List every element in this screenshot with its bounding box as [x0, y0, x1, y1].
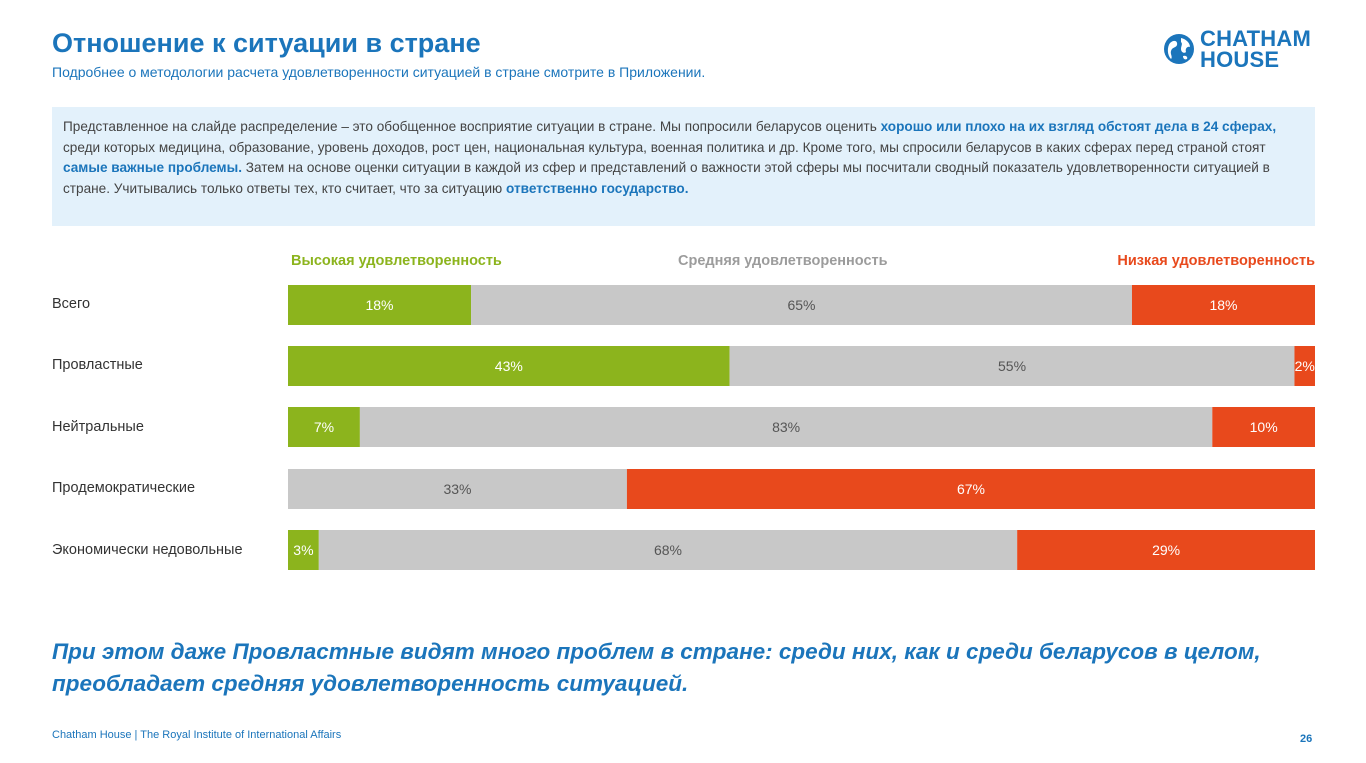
bar-label-low-1: 2% — [1295, 358, 1315, 374]
row-label-prodemocratic: Продемократические — [52, 480, 196, 496]
info-text-2: среди которых медицина, образование, уро… — [63, 139, 1266, 155]
legend-mid: Средняя удовлетворенность — [678, 253, 888, 269]
bar-mid-4 — [318, 530, 1018, 570]
bar-label-low-2: 10% — [1250, 419, 1278, 435]
bar-label-high-0: 18% — [365, 297, 393, 313]
bar-label-high-1: 43% — [495, 358, 523, 374]
info-highlight-3: ответственно государство. — [506, 180, 689, 196]
page-subtitle: Подробнее о методологии расчета удовлетв… — [52, 64, 706, 80]
bar-label-mid-0: 65% — [787, 297, 815, 313]
page-number: 26 — [1300, 733, 1313, 745]
bar-label-mid-2: 83% — [772, 419, 800, 435]
info-text-3: Затем на основе оценки ситуации в каждой… — [63, 160, 1270, 196]
info-text-1: Представленное на слайде распределение –… — [63, 119, 881, 134]
footer-text: Chatham House | The Royal Institute of I… — [52, 729, 342, 741]
row-label-progovernment: Провластные — [52, 357, 143, 373]
row-label-economically-dissatisfied: Экономически недовольные — [52, 542, 243, 558]
bar-low-3 — [626, 469, 1315, 509]
bar-mid-2 — [359, 407, 1213, 447]
bar-low-1 — [1294, 346, 1315, 386]
bar-low-0 — [1131, 285, 1315, 325]
info-highlight-1: хорошо или плохо на их взгляд обстоят де… — [880, 119, 1277, 134]
bar-label-mid-3: 33% — [443, 481, 471, 497]
legend-high: Высокая удовлетворенность — [291, 253, 502, 269]
legend-low: Низкая удовлетворенность — [1117, 253, 1315, 269]
row-label-total: Всего — [52, 296, 91, 312]
bar-label-high-4: 3% — [293, 542, 313, 558]
chatham-house-logo: CHATHAM HOUSE — [1162, 26, 1311, 72]
bar-label-low-3: 67% — [957, 481, 985, 497]
methodology-info-box: Представленное на слайде распределение –… — [52, 107, 1315, 226]
bar-label-low-0: 18% — [1209, 297, 1237, 313]
logo-line1: CHATHAM — [1200, 26, 1311, 51]
bar-label-high-2: 7% — [314, 419, 334, 435]
bar-mid-0 — [471, 285, 1132, 325]
info-highlight-2: самые важные проблемы. — [63, 160, 242, 176]
bar-high-1 — [288, 346, 730, 386]
bar-low-4 — [1017, 530, 1315, 570]
globe-icon — [1164, 34, 1194, 64]
bar-mid-1 — [729, 346, 1295, 386]
bar-high-0 — [288, 285, 472, 325]
bar-label-mid-4: 68% — [654, 542, 682, 558]
bar-high-4 — [288, 530, 319, 570]
conclusion-text: При этом даже Провластные видят много пр… — [52, 639, 1261, 696]
bar-high-2 — [288, 407, 360, 447]
row-label-neutral: Нейтральные — [52, 419, 144, 435]
bar-label-low-4: 29% — [1152, 542, 1180, 558]
bar-label-mid-1: 55% — [998, 358, 1026, 374]
bar-mid-3 — [288, 469, 627, 509]
bar-low-2 — [1212, 407, 1315, 447]
page-title: Отношение к ситуации в стране — [52, 28, 481, 58]
logo-line2: HOUSE — [1200, 47, 1280, 72]
